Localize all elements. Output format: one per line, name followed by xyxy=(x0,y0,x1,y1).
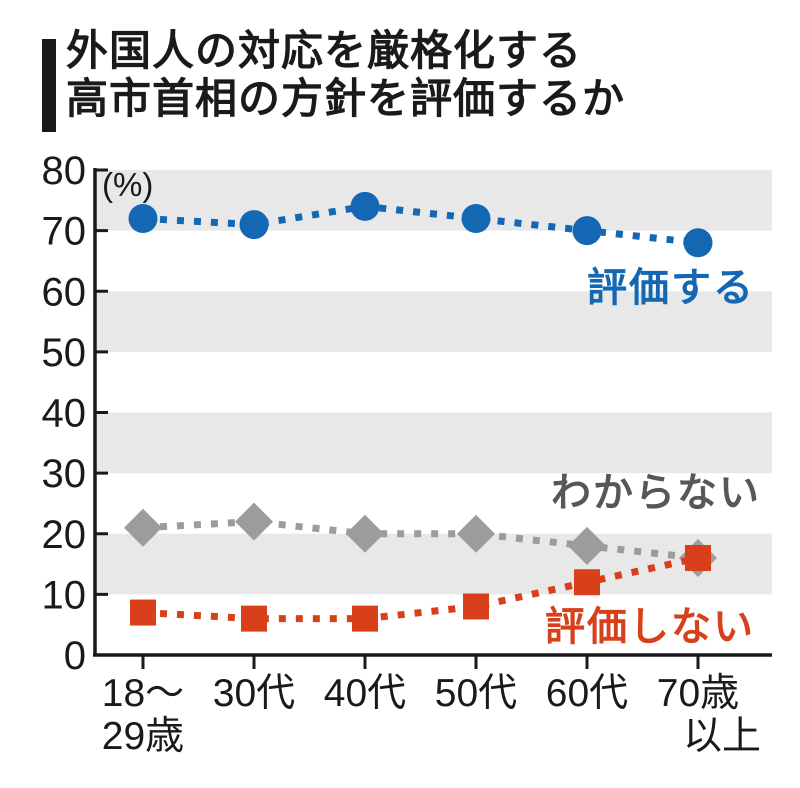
data-point-diamond xyxy=(457,514,495,553)
series-label-unknown: わからない xyxy=(551,471,761,515)
data-point-square xyxy=(574,569,600,596)
y-tick-label: 20 xyxy=(42,513,87,557)
y-tick-label: 10 xyxy=(42,573,87,617)
y-tick-label: 40 xyxy=(42,392,87,436)
x-category-label: 18〜 29歳 xyxy=(102,672,184,758)
y-tick-label: 80 xyxy=(42,149,87,193)
y-tick-label: 70 xyxy=(42,210,87,254)
y-tick-label: 60 xyxy=(42,270,87,314)
data-point-diamond xyxy=(346,514,384,553)
data-point-square xyxy=(352,605,378,632)
data-point-circle xyxy=(350,191,380,221)
series-line-diamond xyxy=(142,518,699,562)
page-title-line1: 外国人の対応を厳格化する xyxy=(66,27,583,74)
series-label-approve: 評価する xyxy=(587,266,755,310)
data-point-square xyxy=(241,605,267,632)
data-point-diamond xyxy=(568,526,606,565)
y-tick-label: 50 xyxy=(42,331,87,375)
grid-band xyxy=(95,412,772,474)
page-title-line2: 高市首相の方針を評価するか xyxy=(66,75,626,122)
page-title: 外国人の対応を厳格化する 高市首相の方針を評価するか xyxy=(66,27,625,123)
data-point-circle xyxy=(128,204,158,233)
title-accent-bar xyxy=(42,39,56,132)
chart-header: 外国人の対応を厳格化する 高市首相の方針を評価するか xyxy=(0,0,800,150)
series-line-square xyxy=(142,554,699,623)
grid-band xyxy=(95,170,772,231)
x-category-label: 60代 xyxy=(546,672,628,715)
x-category-label: 40代 xyxy=(324,672,406,715)
x-category-label: 70歳以上 xyxy=(657,672,761,758)
x-category-label: 30代 xyxy=(213,672,295,715)
grid-band xyxy=(95,533,772,595)
y-axis-unit: (%) xyxy=(102,166,153,203)
series-label-disapprove: 評価しない xyxy=(545,605,755,649)
data-point-circle xyxy=(239,210,269,240)
data-point-circle xyxy=(683,228,713,258)
data-point-square xyxy=(130,599,156,626)
y-tick-label: 30 xyxy=(42,452,87,496)
data-point-circle xyxy=(572,216,602,246)
data-point-square xyxy=(685,545,711,571)
grid-band xyxy=(95,291,772,352)
data-point-circle xyxy=(461,204,491,233)
y-tick-label: 0 xyxy=(64,634,86,678)
x-category-label: 50代 xyxy=(435,672,517,715)
data-point-square xyxy=(463,593,489,620)
data-point-diamond xyxy=(124,508,162,547)
data-point-diamond xyxy=(235,502,273,541)
series-line-circle xyxy=(142,202,699,247)
